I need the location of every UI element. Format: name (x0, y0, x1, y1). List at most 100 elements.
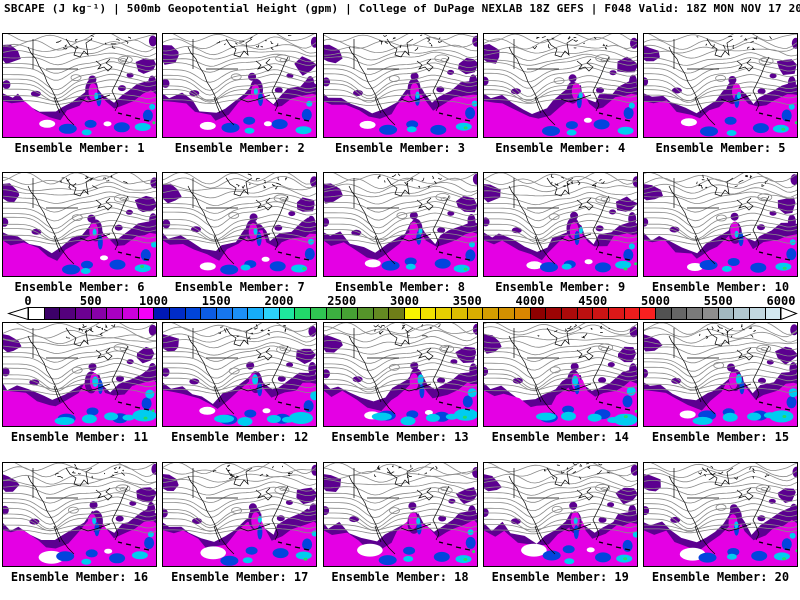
ensemble-panel-15: Ensemble Member: 15 (643, 322, 798, 444)
ensemble-member-label: Ensemble Member: 7 (174, 280, 305, 294)
ensemble-member-label: Ensemble Member: 1 (14, 141, 145, 155)
ensemble-map (643, 322, 798, 427)
colorbar-cell (358, 308, 374, 319)
ensemble-row-1: Ensemble Member: 1 Ensemble Member: 2 En… (0, 33, 800, 155)
colorbar-cell (530, 308, 547, 319)
colorbar-cell (608, 308, 625, 319)
ensemble-panel-13: Ensemble Member: 13 (322, 322, 478, 444)
colorbar-cell (546, 308, 562, 319)
ensemble-member-label: Ensemble Member: 14 (491, 430, 629, 444)
colorbar-cell (389, 308, 406, 319)
colorbar-cell (420, 308, 437, 319)
colorbar-cell (452, 308, 468, 319)
colorbar-cell (232, 308, 249, 319)
colorbar-cell (373, 308, 390, 319)
ensemble-panel-18: Ensemble Member: 18 (322, 462, 478, 584)
colorbar-cell (561, 308, 578, 319)
ensemble-panel-4: Ensemble Member: 4 (482, 33, 638, 155)
ensemble-member-label: Ensemble Member: 16 (10, 570, 149, 584)
colorbar-cell (483, 308, 500, 319)
ensemble-member-label: Ensemble Member: 8 (334, 280, 466, 294)
colorbar-underflow-arrow-icon (7, 307, 28, 320)
colorbar-cell (123, 308, 139, 319)
ensemble-map (322, 322, 478, 427)
colorbar-cell (499, 308, 515, 319)
colorbar-tick: 500 (79, 294, 102, 308)
colorbar-cell (702, 308, 719, 319)
colorbar-cell (279, 308, 296, 319)
ensemble-map (643, 462, 798, 567)
colorbar-tick: 3000 (390, 294, 419, 308)
ensemble-map (162, 462, 318, 567)
colorbar-cell (718, 308, 735, 319)
ensemble-panel-17: Ensemble Member: 17 (162, 462, 318, 584)
ensemble-member-label: Ensemble Member: 10 (651, 280, 790, 294)
colorbar-tick: 4000 (515, 294, 545, 308)
colorbar-cell (154, 308, 171, 319)
ensemble-member-label: Ensemble Member: 15 (651, 430, 790, 444)
colorbar-cell (593, 308, 609, 319)
ensemble-panel-19: Ensemble Member: 19 (482, 462, 638, 584)
colorbar-cell (295, 308, 312, 319)
ensemble-map (162, 172, 318, 277)
colorbar-cell (248, 308, 265, 319)
ensemble-panel-14: Ensemble Member: 14 (482, 322, 638, 444)
ensemble-panel-10: Ensemble Member: 10 (643, 172, 798, 294)
colorbar-cell (326, 308, 343, 319)
colorbar-cell (201, 308, 218, 319)
ensemble-member-label: Ensemble Member: 18 (331, 570, 469, 584)
colorbar-tick: 1500 (201, 294, 231, 308)
ensemble-panel-7: Ensemble Member: 7 (162, 172, 318, 294)
colorbar-cell (44, 308, 61, 319)
ensemble-member-label: Ensemble Member: 9 (495, 280, 626, 294)
ensemble-member-label: Ensemble Member: 6 (14, 280, 145, 294)
ensemble-map (162, 33, 318, 138)
ensemble-panel-3: Ensemble Member: 3 (322, 33, 478, 155)
colorbar-cell (76, 308, 92, 319)
colorbar-cell (671, 308, 688, 319)
colorbar-cell (640, 308, 656, 319)
ensemble-map (482, 462, 638, 567)
ensemble-panel-2: Ensemble Member: 2 (162, 33, 318, 155)
ensemble-member-label: Ensemble Member: 17 (171, 570, 309, 584)
ensemble-map (482, 172, 638, 277)
ensemble-panel-16: Ensemble Member: 16 (2, 462, 157, 584)
ensemble-map (2, 322, 157, 427)
colorbar-bar (28, 307, 781, 320)
ensemble-panel-9: Ensemble Member: 9 (482, 172, 638, 294)
ensemble-map (322, 462, 478, 567)
ensemble-panel-6: Ensemble Member: 6 (2, 172, 157, 294)
colorbar-cell (655, 308, 672, 319)
ensemble-map (643, 33, 798, 138)
colorbar-tick: 0 (24, 294, 32, 308)
ensemble-row-2: Ensemble Member: 6 Ensemble Member: 7 En… (0, 172, 800, 294)
colorbar-tick: 4500 (578, 294, 608, 308)
ensemble-member-label: Ensemble Member: 19 (491, 570, 629, 584)
title-bar: SBCAPE (J kg⁻¹) | 500mb Geopotential Hei… (4, 2, 800, 15)
colorbar-cell (264, 308, 280, 319)
colorbar-cell (577, 308, 594, 319)
ensemble-panel-1: Ensemble Member: 1 (2, 33, 157, 155)
colorbar-cell (29, 308, 45, 319)
colorbar-tick: 5500 (703, 294, 733, 308)
ensemble-map (2, 462, 157, 567)
ensemble-row-4: Ensemble Member: 16 Ensemble Member: 17 … (0, 462, 800, 584)
ensemble-member-label: Ensemble Member: 4 (495, 141, 626, 155)
colorbar-tick: 5000 (641, 294, 670, 308)
colorbar-cell (405, 308, 421, 319)
colorbar-cell (311, 308, 327, 319)
colorbar-cell (138, 308, 155, 319)
ensemble-member-label: Ensemble Member: 12 (171, 430, 309, 444)
ensemble-member-label: Ensemble Member: 2 (174, 141, 305, 155)
colorbar-cell (170, 308, 186, 319)
ensemble-member-label: Ensemble Member: 11 (10, 430, 149, 444)
ensemble-map (482, 322, 638, 427)
ensemble-map (482, 33, 638, 138)
cape-colorbar: 0 500 1000 1500 2000 2500 3000 3500 4000 4500 5000… (0, 294, 800, 321)
ensemble-panel-20: Ensemble Member: 20 (643, 462, 798, 584)
colorbar-cell (765, 308, 781, 319)
colorbar-cell (514, 308, 531, 319)
colorbar-cell (185, 308, 202, 319)
colorbar-cell (107, 308, 124, 319)
